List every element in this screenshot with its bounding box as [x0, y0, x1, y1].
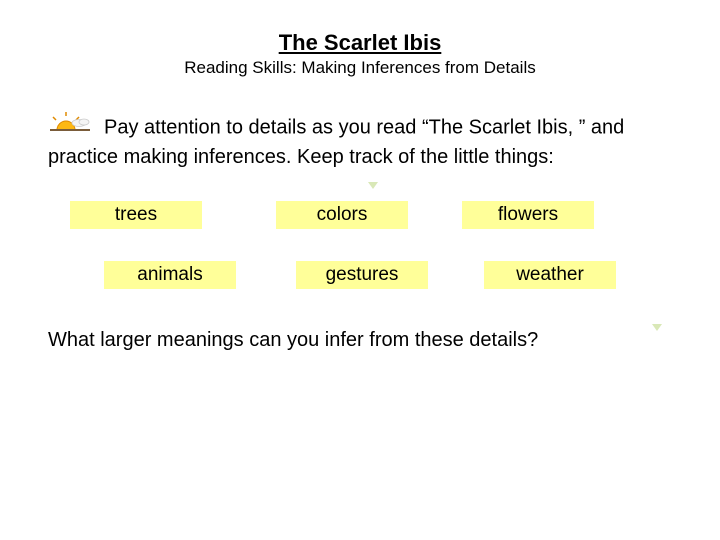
sunset-icon: [48, 112, 104, 144]
chip-weather: weather: [484, 261, 616, 289]
page-subtitle: Reading Skills: Making Inferences from D…: [48, 58, 672, 78]
body-text-content: Pay attention to details as you read “Th…: [48, 116, 624, 168]
chip-row-2: animals gestures weather: [48, 261, 672, 289]
slide: The Scarlet Ibis Reading Skills: Making …: [0, 0, 720, 540]
chip-colors: colors: [276, 201, 408, 229]
closing-text: What larger meanings can you infer from …: [48, 327, 672, 354]
chip-animals: animals: [104, 261, 236, 289]
decorative-arrow-icon: [652, 324, 662, 331]
chip-gestures: gestures: [296, 261, 428, 289]
body-paragraph: Pay attention to details as you read “Th…: [48, 112, 672, 171]
page-title: The Scarlet Ibis: [48, 30, 672, 56]
chip-row-1: trees colors flowers: [48, 201, 672, 229]
chip-trees: trees: [70, 201, 202, 229]
chip-grid: trees colors flowers animals gestures we…: [48, 201, 672, 289]
decorative-arrow-icon: [368, 182, 378, 189]
chip-flowers: flowers: [462, 201, 594, 229]
